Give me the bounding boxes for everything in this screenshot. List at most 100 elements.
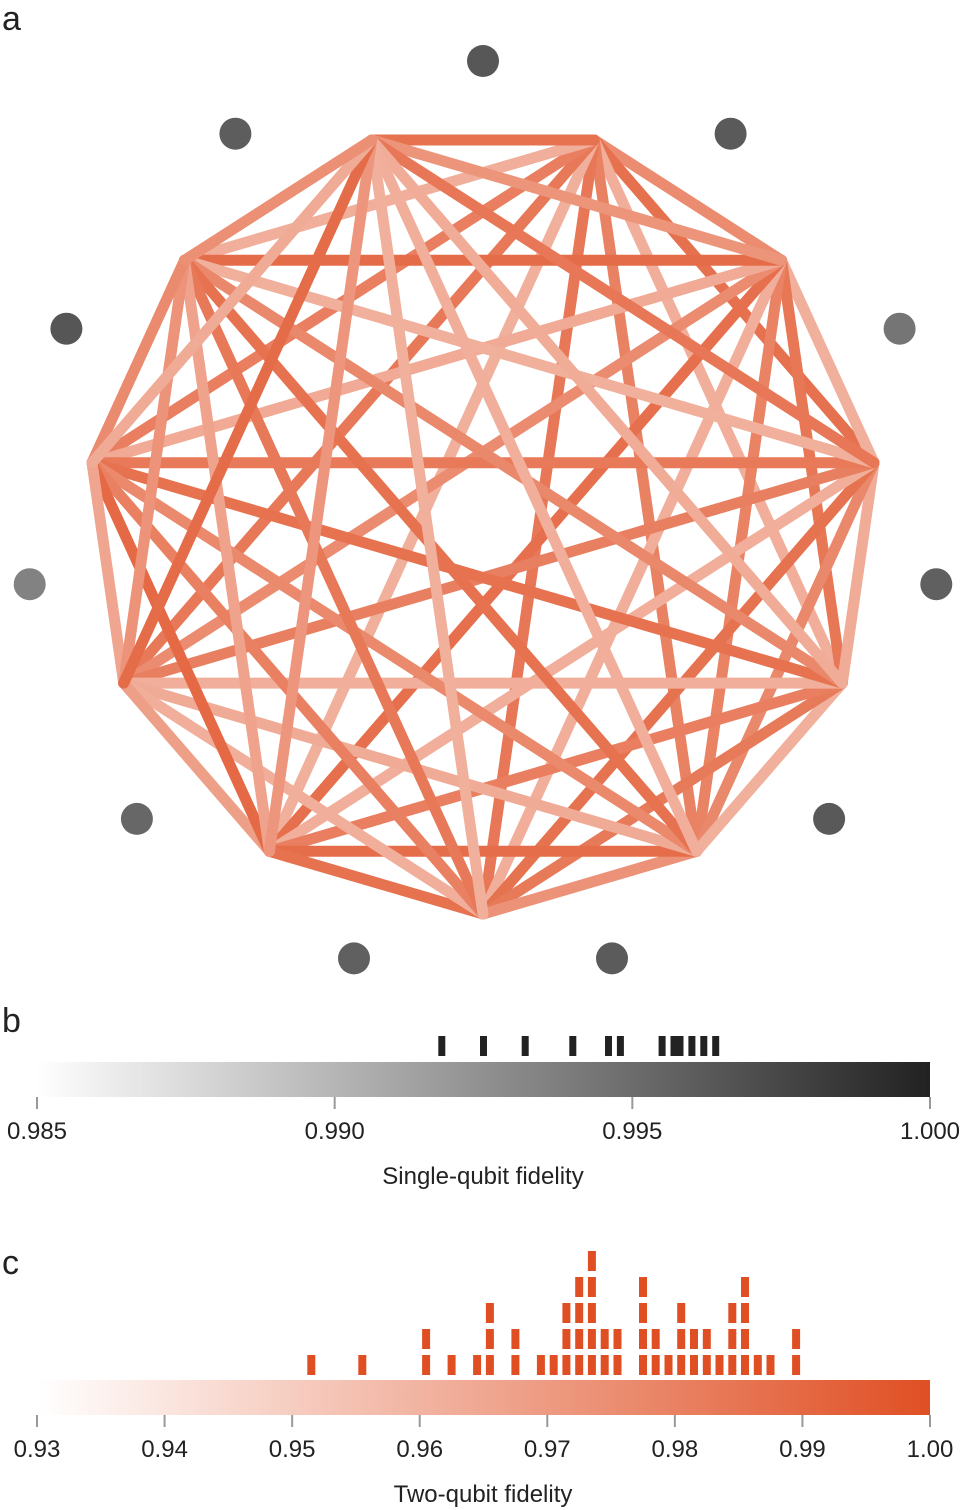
tick-label: 1.000 xyxy=(900,1118,960,1145)
qubit-node xyxy=(219,117,252,150)
tick-label: 0.96 xyxy=(396,1436,443,1463)
two-qubit-histogram xyxy=(307,1251,801,1375)
histogram-count xyxy=(422,1355,431,1375)
histogram-count xyxy=(307,1355,316,1375)
fidelity-mark xyxy=(605,1036,612,1056)
coupling-edge xyxy=(118,677,275,857)
qubit-node xyxy=(338,942,370,975)
histogram-count xyxy=(690,1355,698,1375)
tick-label: 0.99 xyxy=(779,1436,826,1463)
histogram-count xyxy=(562,1329,571,1349)
qubit-node xyxy=(467,45,499,77)
histogram-count xyxy=(702,1329,711,1349)
coupling-edge xyxy=(366,134,848,689)
tick-label: 0.98 xyxy=(651,1436,698,1463)
tick-label: 1.00 xyxy=(907,1436,954,1463)
fidelity-mark xyxy=(676,1036,684,1056)
histogram-count xyxy=(575,1355,584,1375)
fidelity-mark xyxy=(569,1036,577,1056)
fidelity-mark xyxy=(616,1036,624,1056)
histogram-count xyxy=(741,1329,749,1349)
histogram-count xyxy=(690,1329,698,1349)
two-qubit-xlabel: Two-qubit fidelity xyxy=(394,1481,573,1508)
qubit-node xyxy=(883,312,916,345)
histogram-count xyxy=(575,1329,584,1349)
coupling-edge xyxy=(836,457,880,689)
tick-label: 0.94 xyxy=(141,1436,188,1463)
histogram-count xyxy=(639,1355,647,1375)
coupling-edge xyxy=(776,254,848,689)
tick-label: 0.985 xyxy=(7,1118,67,1145)
histogram-count xyxy=(613,1329,622,1349)
coupling-edge xyxy=(179,134,600,266)
histogram-count xyxy=(741,1355,749,1375)
histogram-count xyxy=(651,1329,660,1349)
coupling-edge xyxy=(366,134,703,857)
histogram-count xyxy=(575,1277,584,1297)
tick-label: 0.97 xyxy=(524,1436,571,1463)
histogram-count xyxy=(766,1355,775,1375)
histogram-count xyxy=(677,1329,686,1349)
histogram-count xyxy=(613,1355,622,1375)
tick-label: 0.95 xyxy=(269,1436,316,1463)
histogram-count xyxy=(651,1355,660,1375)
coupling-edge xyxy=(179,254,848,689)
coupling-edge xyxy=(118,677,489,920)
fidelity-mark xyxy=(670,1036,678,1056)
coupling-edge xyxy=(477,845,703,920)
histogram-count xyxy=(536,1355,545,1375)
coupling-edge xyxy=(179,134,378,266)
qubit-node xyxy=(596,942,628,975)
histogram-count xyxy=(728,1303,737,1323)
histogram-count xyxy=(664,1355,673,1375)
coupling-edge xyxy=(691,677,848,857)
histogram-count xyxy=(587,1303,596,1323)
coupling-edge xyxy=(366,134,787,266)
two-qubit-colorbar xyxy=(37,1380,930,1415)
histogram-count xyxy=(562,1355,571,1375)
tick-label: 0.93 xyxy=(14,1436,61,1463)
two-qubit-axis: 0.93 0.94 0.95 0.96 0.97 0.98 0.99 1.00 xyxy=(14,1415,954,1463)
histogram-count xyxy=(511,1355,520,1375)
histogram-count xyxy=(587,1355,596,1375)
single-qubit-xlabel: Single-qubit fidelity xyxy=(382,1163,583,1190)
histogram-count xyxy=(511,1329,520,1349)
coupling-edge xyxy=(366,134,880,469)
histogram-count xyxy=(753,1355,762,1375)
histogram-count xyxy=(600,1355,609,1375)
fidelity-mark xyxy=(712,1036,720,1056)
coupling-edge xyxy=(691,457,880,857)
single-qubit-panel: 0.985 0.990 0.995 1.000 Single-qubit fideli… xyxy=(7,1036,960,1190)
fidelity-mark xyxy=(438,1036,446,1056)
histogram-count xyxy=(741,1303,749,1323)
histogram-count xyxy=(792,1329,801,1349)
coupling-edge xyxy=(477,677,848,920)
qubit-node xyxy=(50,312,83,345)
panel-label-a: a xyxy=(2,0,21,38)
coupling-edge xyxy=(118,134,378,689)
coupling-edge xyxy=(118,254,190,689)
histogram-count xyxy=(549,1355,558,1375)
qubit-node xyxy=(920,568,953,601)
coupling-edge xyxy=(179,254,275,857)
fidelity-mark xyxy=(480,1036,487,1056)
histogram-count xyxy=(728,1329,737,1349)
qubit-node xyxy=(13,568,46,601)
fidelity-mark xyxy=(688,1036,696,1056)
histogram-count xyxy=(715,1355,724,1375)
histogram-count xyxy=(358,1355,367,1375)
histogram-count xyxy=(702,1355,711,1375)
histogram-count xyxy=(600,1329,609,1349)
single-qubit-colorbar xyxy=(37,1062,930,1097)
single-qubit-strip xyxy=(438,1036,720,1056)
coupling-edge xyxy=(86,134,378,469)
qubit-node xyxy=(120,802,153,835)
single-qubit-axis: 0.985 0.990 0.995 1.000 xyxy=(7,1097,960,1145)
coupling-edge xyxy=(366,134,489,920)
histogram-count xyxy=(639,1329,647,1349)
coupling-edge xyxy=(86,254,190,469)
coupling-edge xyxy=(776,254,880,469)
qubit-node xyxy=(813,802,846,835)
histogram-count xyxy=(587,1329,596,1349)
